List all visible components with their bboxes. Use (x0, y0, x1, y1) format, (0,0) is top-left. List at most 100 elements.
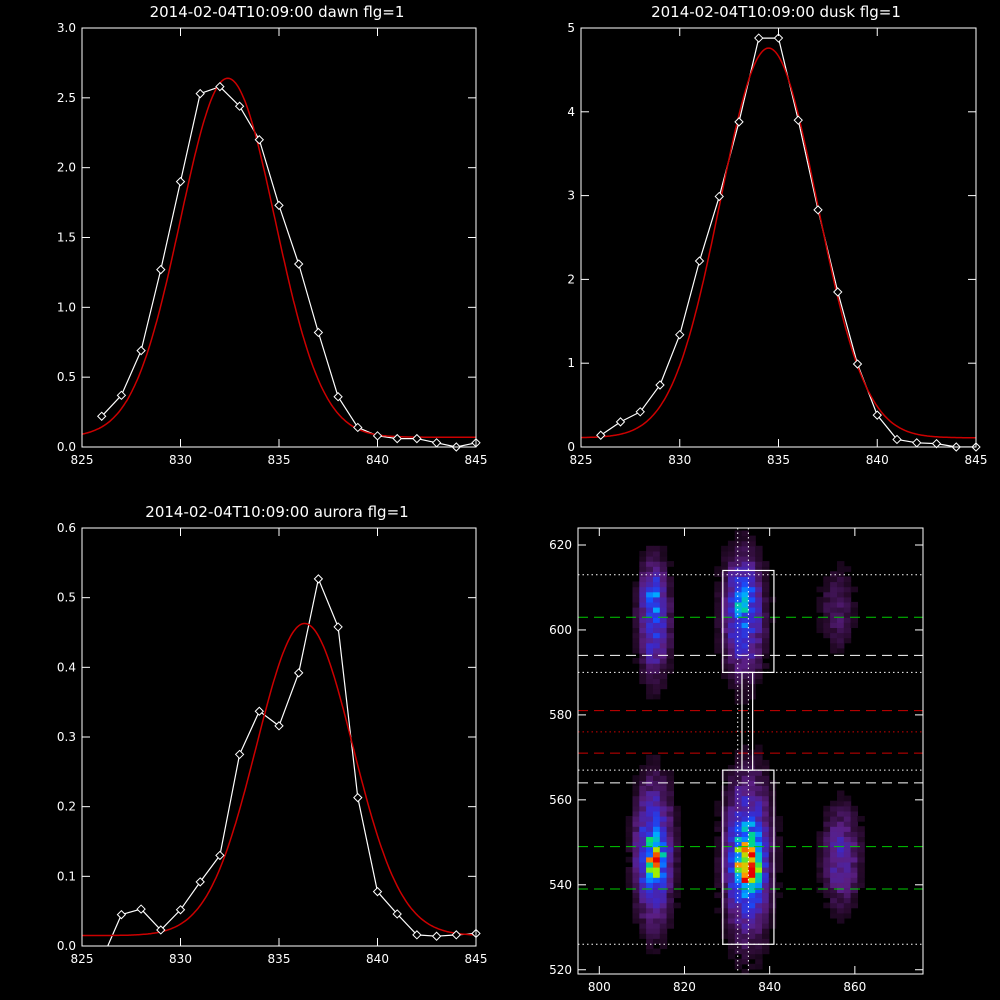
heatmap-cell (755, 821, 763, 827)
dusk-y-tick-label: 3 (567, 189, 575, 203)
heatmap-cell (653, 821, 661, 827)
heatmap-cell (762, 612, 770, 618)
heatmap-cell (714, 617, 722, 623)
heatmap-cell (666, 826, 674, 832)
heatmap-cell (843, 800, 852, 807)
heatmap-cell (646, 668, 654, 674)
heatmap-cell (837, 576, 845, 583)
heatmap-cell (830, 841, 838, 848)
heatmap-cell (727, 683, 736, 690)
heatmap-cell (843, 841, 852, 848)
heatmap-cell (843, 810, 852, 817)
heatmap-cell (830, 647, 838, 654)
heatmap-cell (837, 836, 845, 843)
heatmap-cell (816, 846, 824, 853)
aurora-y-tick-label: 0.0 (57, 939, 76, 953)
heatmap-cell (755, 887, 763, 893)
heatmap-cell (639, 867, 647, 873)
heatmap-cell (830, 836, 838, 843)
heatmap-cell (727, 612, 736, 618)
heatmap-cell (653, 770, 661, 776)
heatmap-cell (775, 836, 783, 843)
heatmap-cell (727, 561, 736, 567)
heatmap-cell (755, 907, 763, 914)
heatmap-cell (850, 856, 858, 863)
heatmap-cell (741, 805, 749, 812)
heatmap-cell (659, 561, 668, 567)
heatmap-cell (816, 867, 824, 873)
heatmap-cell (646, 795, 654, 802)
heatmap-cell (762, 561, 770, 567)
heatmap-cell (646, 576, 654, 583)
heatmap-cell (734, 785, 743, 792)
heatmap-cell (755, 826, 763, 832)
heatmap-cell (727, 627, 736, 634)
heatmap-cell (659, 902, 668, 909)
heatmap-cell (727, 816, 736, 822)
heatmap-cell (721, 861, 729, 868)
heatmap-cell (727, 647, 736, 654)
heatmap-cell (734, 907, 743, 914)
heatmap-cell (653, 683, 661, 690)
heatmap-cell (762, 805, 770, 812)
heatmap-cell (816, 586, 824, 593)
heatmap-cell (653, 622, 661, 628)
heatmap-cell (748, 836, 756, 843)
heatmap-cell (625, 816, 634, 822)
heatmap-cell (646, 923, 654, 929)
heatmap-cell (816, 856, 824, 863)
heatmap-cell (727, 601, 736, 608)
aurora-y-tick-label: 0.2 (57, 800, 76, 814)
heatmap-cell (653, 632, 661, 639)
heatmap-cell (659, 576, 668, 583)
heatmap-cell (734, 795, 743, 802)
heatmap-cell (843, 836, 852, 843)
heatmap-cell (843, 851, 852, 858)
heatmap-cell (727, 877, 736, 883)
heatmap-cell (850, 841, 858, 848)
heatmap-cell (755, 556, 763, 562)
heatmap-cell (762, 632, 770, 639)
heatmap-cell (666, 892, 674, 899)
heatmap-cell (741, 535, 749, 542)
heatmap-cell (714, 877, 722, 883)
heatmap-cell (727, 846, 736, 853)
heatmap-cell (659, 836, 668, 843)
heatmap-cell (748, 627, 756, 634)
heatmap-cell (653, 556, 661, 562)
heatmap-cell (625, 882, 634, 888)
heatmap-cell (823, 632, 831, 639)
heatmap-cell (843, 846, 852, 853)
heatmap-cell (734, 790, 743, 797)
aurora-y-tick-label: 0.6 (57, 521, 76, 535)
heatmap-cell (748, 938, 756, 944)
heatmap-cell (741, 693, 749, 700)
heatmap-cell (755, 841, 763, 848)
heatmap-cell (762, 831, 770, 837)
heatmap-cell (830, 851, 838, 858)
heatmap-cell (762, 836, 770, 843)
heatmap-cell (639, 765, 647, 771)
heatmap-cell (646, 759, 654, 766)
heatmap-cell (727, 545, 736, 552)
heatmap-cell (659, 856, 668, 863)
heatmap-cell (755, 795, 763, 802)
heatmap-cell (850, 897, 858, 904)
heatmap-cell (646, 912, 654, 919)
heatmap-cell (843, 591, 852, 598)
heatmap-cell (659, 581, 668, 588)
heatmap-cell (850, 892, 858, 899)
heatmap-cell (727, 596, 736, 603)
heatmap-cell (653, 836, 661, 843)
heatmap-cell (632, 846, 640, 853)
heatmap-cell (768, 785, 777, 792)
heatmap-cell (850, 887, 858, 893)
dawn-data-point (392, 433, 402, 444)
heatmap-cell (666, 790, 674, 797)
heatmap-cell (646, 826, 654, 832)
heatmap-cell (734, 912, 743, 919)
heatmap-cell (653, 897, 661, 904)
heatmap-cell (741, 800, 749, 807)
heatmap-cell (666, 923, 674, 929)
heatmap-cell (748, 586, 756, 593)
